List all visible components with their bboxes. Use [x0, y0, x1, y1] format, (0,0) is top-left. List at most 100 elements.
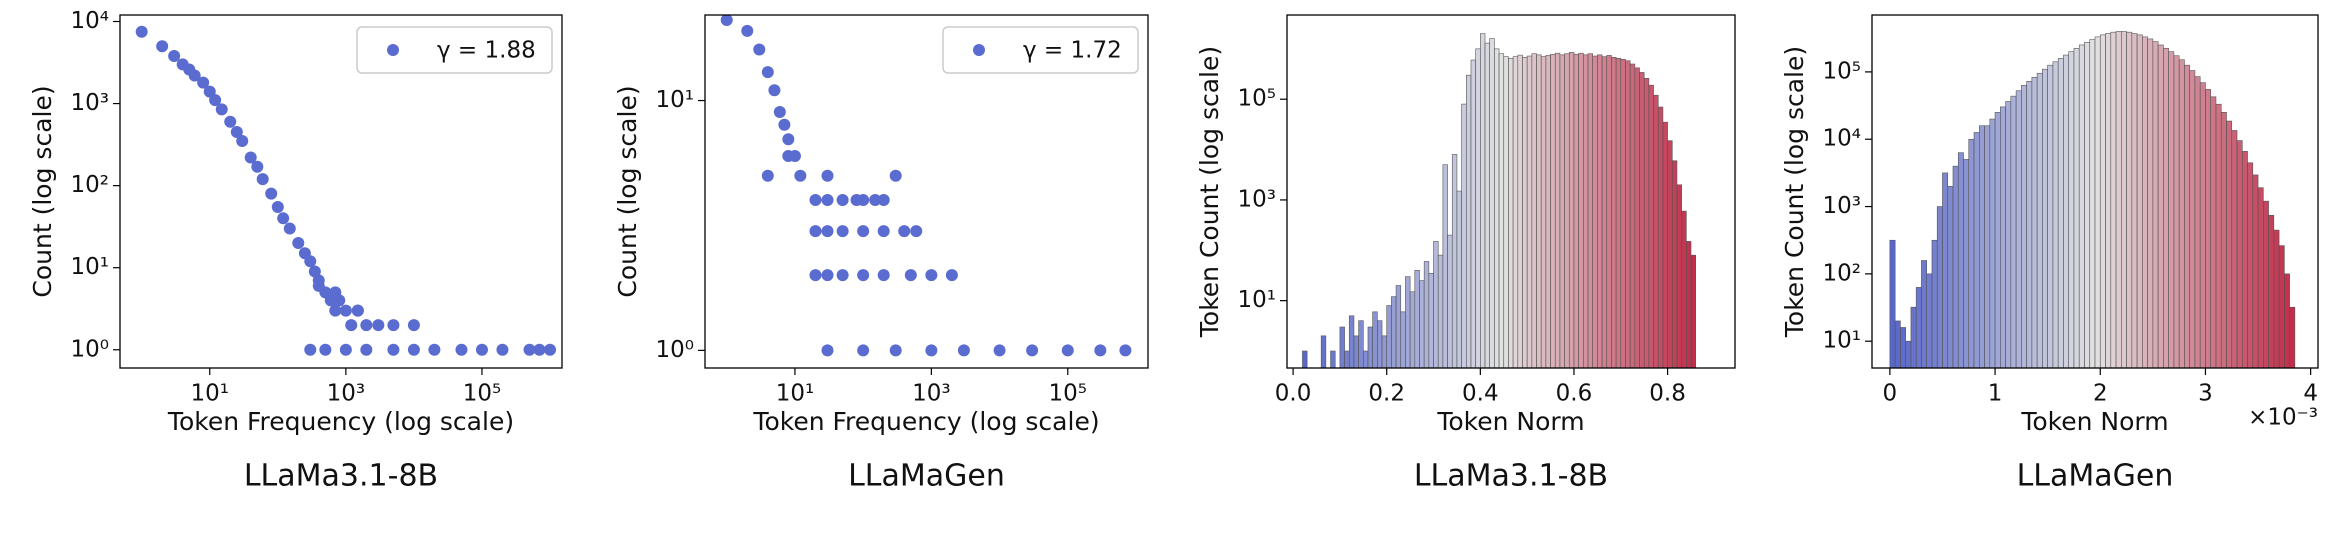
bar [1522, 56, 1528, 368]
y-tick-label: 10⁰ [656, 337, 695, 363]
panel: 0.0 0.2 0.4 0.6 0.8 10¹ 10³ 10⁵ Token Norm Token … [1195, 14, 1736, 494]
point [910, 225, 923, 238]
bar [1926, 273, 1933, 368]
bar [1550, 53, 1556, 368]
point [1061, 344, 1074, 357]
point [168, 49, 181, 62]
bar [2184, 64, 2190, 368]
point [319, 343, 332, 356]
point [1119, 344, 1132, 357]
x-axis-label: Token Norm [2020, 407, 2168, 436]
bar [1690, 254, 1696, 368]
bar [1423, 261, 1430, 368]
x-tick-label: 10¹ [190, 381, 229, 407]
point [203, 85, 216, 98]
axes-frame [1871, 14, 2319, 369]
bar [1648, 84, 1654, 368]
bar [1367, 326, 1373, 368]
y-axis-label: Token Count (log scale) [1195, 46, 1224, 338]
bar [1531, 53, 1537, 368]
bar [1653, 94, 1659, 368]
point [877, 193, 890, 206]
point [135, 25, 148, 38]
y-tick-label: 10⁴ [1823, 126, 1862, 152]
legend-box [356, 26, 553, 74]
bar [1671, 160, 1678, 368]
y-axis-label: Count (log scale) [28, 85, 57, 297]
bar [1503, 56, 1509, 368]
point [230, 126, 243, 139]
x-tick-label: 1 [1988, 381, 2003, 407]
x-tick-label: 10¹ [776, 381, 815, 407]
point [993, 344, 1006, 357]
bar [2252, 174, 2259, 368]
bar [2094, 36, 2101, 368]
point [304, 255, 317, 268]
x-tick-label: 10⁵ [1049, 381, 1088, 407]
bar [1381, 335, 1388, 368]
legend-box [942, 26, 1139, 74]
bar [1330, 350, 1336, 368]
point [304, 343, 317, 356]
bar [1447, 234, 1453, 368]
bar [1409, 291, 1416, 368]
point [329, 304, 342, 317]
bar [1587, 53, 1593, 368]
bar [1931, 239, 1938, 368]
point [339, 343, 352, 356]
point [256, 173, 269, 186]
legend-label: γ = 1.72 [1023, 38, 1122, 64]
point [889, 344, 902, 357]
bar [1498, 53, 1505, 368]
point [821, 225, 834, 238]
bar [1620, 59, 1626, 368]
y-tick-label: 10² [71, 172, 110, 198]
bar [1536, 54, 1542, 368]
bar [1984, 125, 1991, 368]
point [251, 160, 264, 173]
bar [2105, 33, 2112, 368]
point [809, 193, 822, 206]
bar [1686, 241, 1692, 368]
point [224, 115, 237, 128]
point [768, 84, 781, 97]
point [857, 269, 870, 282]
point [821, 169, 834, 182]
x-tick-label: 0.4 [1462, 381, 1499, 407]
point [308, 265, 321, 278]
bar [1451, 154, 1458, 368]
bar [2278, 245, 2285, 368]
bar [1517, 54, 1523, 368]
bar [2247, 162, 2254, 368]
bar [2000, 106, 2006, 368]
bar [2136, 34, 2143, 368]
bar [1302, 350, 1308, 368]
bar [2078, 44, 2085, 368]
point [345, 319, 358, 332]
point [925, 269, 938, 282]
bar [1952, 165, 1959, 368]
x-tick-label: 0.0 [1275, 381, 1312, 407]
bar [1545, 55, 1551, 368]
point [475, 343, 488, 356]
axes-frame [1286, 14, 1736, 369]
point [904, 269, 917, 282]
point [778, 118, 791, 131]
bar [1615, 57, 1622, 368]
point [523, 343, 536, 356]
point [265, 187, 278, 200]
bar [2168, 51, 2175, 368]
bar [1395, 285, 1402, 368]
point [197, 76, 210, 89]
panel: 0 1 2 3 4 10¹ 10² 10³ 10⁴ 10⁵ Token Norm Token Coun… [1780, 14, 2319, 494]
bar [1968, 138, 1975, 368]
x-tick-label: 4 [2303, 381, 2318, 407]
x-tick-label: 0.8 [1649, 381, 1686, 407]
bar [1625, 60, 1631, 368]
bar [1915, 287, 1922, 368]
y-tick-label: 10⁴ [71, 8, 110, 34]
plot-area [1302, 33, 1696, 368]
y-tick-label: 10³ [71, 90, 110, 116]
bar [2173, 55, 2180, 368]
y-tick-label: 10⁵ [1823, 58, 1862, 84]
